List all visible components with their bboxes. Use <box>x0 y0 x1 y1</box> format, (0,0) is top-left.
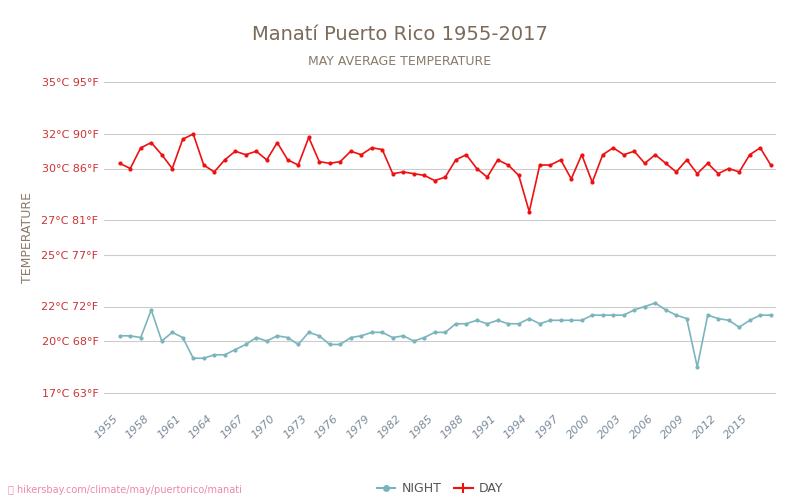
Legend: NIGHT, DAY: NIGHT, DAY <box>371 478 509 500</box>
Text: Manatí Puerto Rico 1955-2017: Manatí Puerto Rico 1955-2017 <box>252 25 548 44</box>
Text: MAY AVERAGE TEMPERATURE: MAY AVERAGE TEMPERATURE <box>309 55 491 68</box>
Text: 🌐 hikersbay.com/climate/may/puertorico/manati: 🌐 hikersbay.com/climate/may/puertorico/m… <box>8 485 242 495</box>
Y-axis label: TEMPERATURE: TEMPERATURE <box>22 192 34 283</box>
